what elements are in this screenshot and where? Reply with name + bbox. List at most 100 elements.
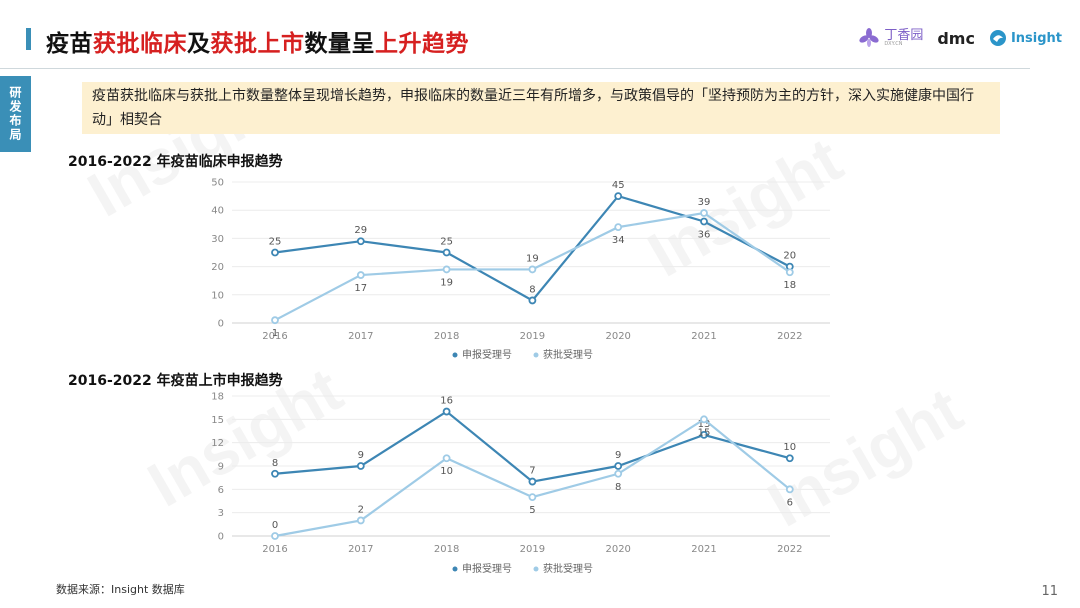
data-point xyxy=(442,265,451,274)
data-label: 19 xyxy=(440,277,453,288)
chart-title: 2016-2022 年疫苗临床申报趋势 xyxy=(68,154,283,170)
x-tick-label: 2016 xyxy=(262,331,287,342)
data-label: 10 xyxy=(440,466,453,477)
data-point xyxy=(614,223,623,232)
x-tick-label: 2017 xyxy=(348,544,373,555)
data-point xyxy=(700,217,708,226)
page-number: 11 xyxy=(1041,584,1058,599)
legend-marker xyxy=(533,352,539,358)
y-tick-label: 6 xyxy=(218,485,224,496)
data-point xyxy=(700,430,708,439)
data-point xyxy=(271,469,279,478)
dxy-logo: 丁香园 DXY.CN xyxy=(858,27,923,49)
x-tick-label: 2016 xyxy=(262,544,287,555)
legend-label: 申报受理号 xyxy=(462,562,512,575)
data-point xyxy=(528,296,537,305)
title-accent-bar xyxy=(26,28,31,50)
data-label: 25 xyxy=(440,237,453,248)
x-tick-label: 2020 xyxy=(605,331,630,342)
data-label: 15 xyxy=(698,427,711,438)
legend-label: 获批受理号 xyxy=(543,562,593,575)
x-tick-label: 2022 xyxy=(777,544,802,555)
data-point xyxy=(271,316,279,325)
dmc-logo: dmc xyxy=(937,29,975,48)
page-title: 疫苗获批临床及获批上市数量呈上升趋势 xyxy=(46,24,469,58)
data-label: 0 xyxy=(272,520,278,531)
data-point xyxy=(785,454,794,463)
legend-marker xyxy=(452,566,458,572)
y-tick-label: 0 xyxy=(218,319,224,330)
chart-title: 2016-2022 年疫苗上市申报趋势 xyxy=(68,373,283,389)
y-tick-label: 30 xyxy=(211,234,224,245)
y-tick-label: 18 xyxy=(211,392,224,403)
logo-group: 丁香园 DXY.CN dmc Insight xyxy=(858,20,1062,56)
title-part-highlight: 上升趋势 xyxy=(375,31,469,57)
x-tick-label: 2019 xyxy=(520,331,545,342)
data-point xyxy=(442,454,451,463)
header: 疫苗获批临床及获批上市数量呈上升趋势 xyxy=(0,22,1080,58)
x-tick-label: 2019 xyxy=(520,544,545,555)
data-source: 数据来源：Insight 数据库 xyxy=(56,583,185,596)
y-tick-label: 12 xyxy=(211,438,224,449)
y-tick-label: 40 xyxy=(211,206,224,217)
dxy-logo-subtext: DXY.CN xyxy=(884,41,903,47)
data-point xyxy=(442,248,451,257)
x-tick-label: 2021 xyxy=(691,331,716,342)
data-label: 16 xyxy=(440,396,453,407)
y-tick-label: 10 xyxy=(211,290,224,301)
x-tick-label: 2018 xyxy=(434,544,459,555)
data-label: 39 xyxy=(698,197,711,208)
title-part: 及 xyxy=(187,31,211,57)
data-point xyxy=(785,268,794,277)
data-point xyxy=(528,477,537,486)
data-label: 34 xyxy=(612,235,625,246)
y-tick-label: 15 xyxy=(211,415,224,426)
y-tick-label: 9 xyxy=(218,462,224,473)
y-tick-label: 20 xyxy=(211,262,224,273)
x-tick-label: 2022 xyxy=(777,331,802,342)
data-label: 36 xyxy=(698,229,711,240)
data-point xyxy=(700,415,708,424)
data-label: 9 xyxy=(358,450,364,461)
dxy-logo-text: 丁香园 xyxy=(884,28,924,43)
title-part-highlight: 获批临床 xyxy=(93,31,187,57)
data-label: 45 xyxy=(612,180,625,191)
insight-logo-text: Insight xyxy=(1010,30,1062,46)
flower-icon xyxy=(859,28,879,47)
data-point xyxy=(356,237,365,246)
summary-box: 疫苗获批临床与获批上市数量整体呈现增长趋势，申报临床的数量近三年有所增多，与政策… xyxy=(82,82,1000,134)
insight-logo-icon xyxy=(989,30,1006,46)
data-point xyxy=(271,532,279,540)
title-part-highlight: 获批上市 xyxy=(210,31,305,57)
data-point xyxy=(614,192,623,200)
data-label: 5 xyxy=(529,505,535,516)
data-label: 6 xyxy=(787,497,793,508)
data-point xyxy=(528,493,537,502)
x-tick-label: 2018 xyxy=(434,331,459,342)
y-tick-label: 3 xyxy=(218,508,224,519)
data-point xyxy=(356,271,365,279)
data-label: 19 xyxy=(526,253,539,264)
title-part: 数量呈 xyxy=(304,31,375,57)
x-tick-label: 2017 xyxy=(348,331,373,342)
y-tick-label: 0 xyxy=(218,532,224,543)
data-point xyxy=(785,485,794,494)
data-label: 1 xyxy=(272,328,278,339)
title-part: 疫苗 xyxy=(46,31,93,57)
data-label: 9 xyxy=(615,450,621,461)
data-label: 2 xyxy=(358,504,364,515)
data-label: 29 xyxy=(354,225,367,236)
data-label: 20 xyxy=(783,251,796,262)
data-point xyxy=(442,407,451,416)
section-tab: 研发布局 xyxy=(0,76,31,152)
x-tick-label: 2021 xyxy=(691,544,716,555)
data-point xyxy=(356,516,365,525)
data-label: 13 xyxy=(698,419,711,430)
data-label: 10 xyxy=(783,442,796,453)
data-label: 8 xyxy=(272,458,278,469)
data-point xyxy=(700,209,708,217)
data-label: 25 xyxy=(269,237,282,248)
legend-label: 申报受理号 xyxy=(462,348,512,361)
